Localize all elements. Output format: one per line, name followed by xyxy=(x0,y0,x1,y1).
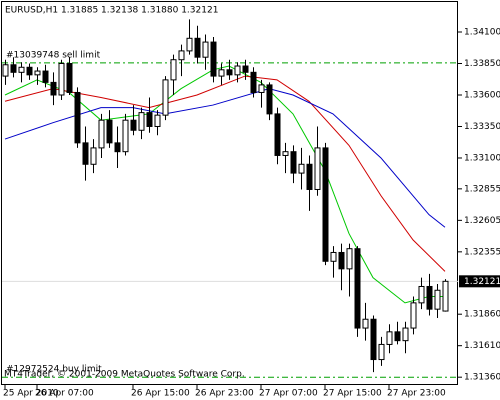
candle-body xyxy=(26,66,33,76)
candle-body xyxy=(178,50,185,61)
y-tick-label: 1.31610 xyxy=(464,341,500,351)
chart-title: EURUSD,H1 1.31885 1.32138 1.31880 1.3212… xyxy=(5,6,218,16)
candle-body xyxy=(10,64,17,73)
candle-body xyxy=(346,248,353,270)
candle-body xyxy=(362,318,369,329)
candle-body xyxy=(138,112,145,131)
candle-body xyxy=(290,151,297,174)
x-tick-label: 26 Apr 15:00 xyxy=(131,389,190,399)
candle-body xyxy=(210,41,217,77)
y-tick-label: 1.31860 xyxy=(464,310,500,320)
y-tick-label: 1.32605 xyxy=(464,216,500,226)
y-tick-label: 1.33600 xyxy=(464,90,500,100)
candle-body xyxy=(194,37,201,58)
y-tick-label: 1.32355 xyxy=(464,247,500,257)
candle-body xyxy=(442,280,449,312)
candle-body xyxy=(122,119,129,153)
candle-body xyxy=(186,37,193,52)
x-tick-label: 26 Apr 23:00 xyxy=(195,389,254,399)
footer: MT4Trader, © 2001-2009 MetaQuotes Softwa… xyxy=(4,370,245,380)
last-price-box xyxy=(459,275,500,288)
candle-body xyxy=(418,285,425,304)
candle-body xyxy=(66,62,73,93)
order-label: #13039748 sell limit xyxy=(6,50,101,60)
candle-body xyxy=(394,331,401,342)
x-tick-label: 25 Apr 2010 xyxy=(3,389,59,399)
order-label: #12972524 buy limit xyxy=(6,365,102,375)
candle-body xyxy=(426,285,433,310)
candle-body xyxy=(170,59,177,81)
last-price-label: 1.32121 xyxy=(464,277,500,287)
candle-body xyxy=(250,71,257,93)
candle-body xyxy=(34,70,41,76)
candle-body xyxy=(258,84,265,93)
x-tick-label: 26 Apr 07:00 xyxy=(35,389,94,399)
y-tick-label: 1.33350 xyxy=(464,122,500,132)
candle-body xyxy=(410,302,417,329)
candle-body xyxy=(98,119,105,149)
candle-body xyxy=(314,147,321,190)
plot-frame xyxy=(1,1,458,385)
candle-body xyxy=(354,248,361,329)
y-tick-label: 1.31360 xyxy=(464,373,500,383)
candle-body xyxy=(274,113,281,156)
candle-body xyxy=(106,119,113,144)
candle-body xyxy=(226,69,233,76)
candle-body xyxy=(114,142,121,153)
candle-body xyxy=(402,327,409,342)
x-tick-label: 27 Apr 15:00 xyxy=(323,389,382,399)
candle-body xyxy=(74,91,81,144)
x-tick-label: 27 Apr 07:00 xyxy=(259,389,318,399)
candle-body xyxy=(130,119,137,131)
candle-body xyxy=(378,343,385,361)
candle-body xyxy=(330,251,337,262)
y-tick-label: 1.32855 xyxy=(464,184,500,194)
candle-body xyxy=(282,151,289,156)
candle-body xyxy=(434,289,441,310)
y-tick-label: 1.33100 xyxy=(464,153,500,163)
candle-body xyxy=(202,41,209,58)
candle-body xyxy=(58,62,65,96)
candle-body xyxy=(386,331,393,345)
candle-body xyxy=(42,70,49,83)
candle-body xyxy=(50,81,57,96)
y-tick-label: 1.34100 xyxy=(464,27,500,37)
candle-body xyxy=(322,147,329,262)
x-tick-label: 27 Apr 23:00 xyxy=(387,389,446,399)
candle-body xyxy=(154,114,161,127)
candle-body xyxy=(306,163,313,190)
candle-body xyxy=(18,66,25,73)
candle-body xyxy=(298,163,305,174)
candle-body xyxy=(266,84,273,115)
candle-body xyxy=(82,142,89,165)
candle-body xyxy=(2,64,9,77)
moving-average xyxy=(4,75,446,272)
candle-body xyxy=(218,69,225,77)
candle-body xyxy=(370,318,377,361)
y-tick-label: 1.33850 xyxy=(464,59,500,69)
candle-body xyxy=(242,65,249,73)
candle-body xyxy=(338,251,345,270)
candle-body xyxy=(90,147,97,165)
candle-body xyxy=(162,79,169,116)
candle-body xyxy=(234,65,241,76)
moving-average xyxy=(4,88,446,228)
candle-body xyxy=(146,112,153,127)
